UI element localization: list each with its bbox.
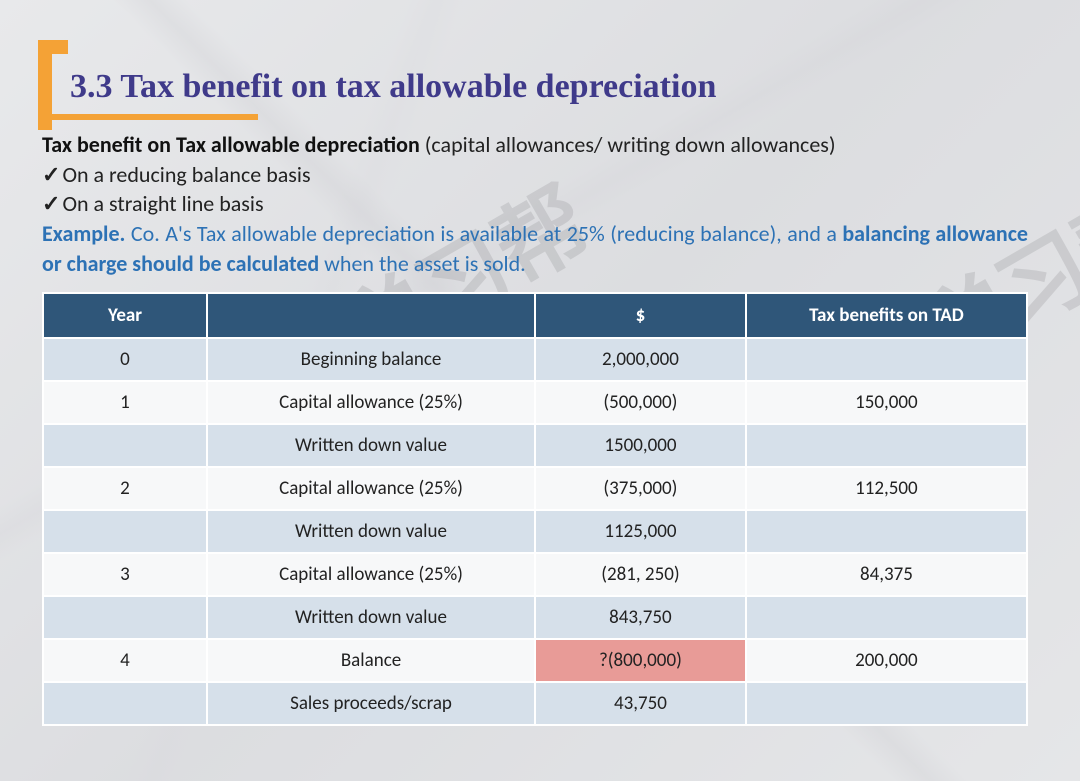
table-cell	[746, 596, 1027, 639]
intro-rest: (capital allowances/ writing down allowa…	[420, 131, 836, 158]
table-row: 2Capital allowance (25%)(375,000)112,500	[43, 467, 1027, 510]
slide-title: 3.3 Tax benefit on tax allowable depreci…	[70, 68, 716, 106]
table-cell	[746, 424, 1027, 467]
table-cell: 2,000,000	[535, 338, 746, 381]
example-tail: when the asset is sold.	[319, 250, 526, 277]
table-cell: Capital allowance (25%)	[207, 381, 535, 424]
table-cell: (500,000)	[535, 381, 746, 424]
table-cell: 2	[43, 467, 207, 510]
table-cell: 112,500	[746, 467, 1027, 510]
table-cell: 4	[43, 639, 207, 682]
example-paragraph: Example. Co. A's Tax allowable depreciat…	[42, 219, 1028, 278]
table-cell: 1	[43, 381, 207, 424]
col-desc	[207, 293, 535, 338]
table-row: Written down value1500,000	[43, 424, 1027, 467]
table-cell: Capital allowance (25%)	[207, 553, 535, 596]
table-cell	[746, 338, 1027, 381]
table-cell	[43, 682, 207, 725]
table-cell: Beginning balance	[207, 338, 535, 381]
col-year: Year	[43, 293, 207, 338]
table-row: Written down value843,750	[43, 596, 1027, 639]
table-row: 1Capital allowance (25%)(500,000)150,000	[43, 381, 1027, 424]
table-cell	[746, 510, 1027, 553]
table-row: 4Balance?(800,000)200,000	[43, 639, 1027, 682]
table-cell: Capital allowance (25%)	[207, 467, 535, 510]
table-cell: 0	[43, 338, 207, 381]
table-body: 0Beginning balance2,000,0001Capital allo…	[43, 338, 1027, 725]
table-header-row: Year $ Tax benefits on TAD	[43, 293, 1027, 338]
col-dollar: $	[535, 293, 746, 338]
table-row: Sales proceeds/scrap43,750	[43, 682, 1027, 725]
table-row: Written down value1125,000	[43, 510, 1027, 553]
intro-paragraph: Tax benefit on Tax allowable depreciatio…	[42, 130, 1028, 160]
table-cell: (281, 250)	[535, 553, 746, 596]
table-row: 0Beginning balance2,000,000	[43, 338, 1027, 381]
tad-table: Year $ Tax benefits on TAD 0Beginning ba…	[42, 292, 1028, 726]
table-cell: 843,750	[535, 596, 746, 639]
table-cell	[43, 596, 207, 639]
table-cell: (375,000)	[535, 467, 746, 510]
content-area: Tax benefit on Tax allowable depreciatio…	[42, 130, 1028, 726]
table-cell: 1125,000	[535, 510, 746, 553]
table-cell: Written down value	[207, 510, 535, 553]
table-cell: 43,750	[535, 682, 746, 725]
table-cell	[43, 510, 207, 553]
table-row: 3Capital allowance (25%)(281, 250)84,375	[43, 553, 1027, 596]
table-cell	[746, 682, 1027, 725]
table-cell: 150,000	[746, 381, 1027, 424]
table-cell: Sales proceeds/scrap	[207, 682, 535, 725]
col-tad: Tax benefits on TAD	[746, 293, 1027, 338]
table-cell: 1500,000	[535, 424, 746, 467]
example-label: Example.	[42, 220, 125, 247]
intro-bold: Tax benefit on Tax allowable depreciatio…	[42, 131, 420, 158]
table-cell: Balance	[207, 639, 535, 682]
bullet-2: On a straight line basis	[42, 189, 1028, 219]
table-cell	[43, 424, 207, 467]
bullet-1: On a reducing balance basis	[42, 160, 1028, 190]
table-cell: 84,375	[746, 553, 1027, 596]
table-cell: ?(800,000)	[535, 639, 746, 682]
table-cell: 200,000	[746, 639, 1027, 682]
table-cell: Written down value	[207, 424, 535, 467]
example-mid: Co. A's Tax allowable depreciation is av…	[125, 220, 842, 247]
table-cell: Written down value	[207, 596, 535, 639]
table-cell: 3	[43, 553, 207, 596]
